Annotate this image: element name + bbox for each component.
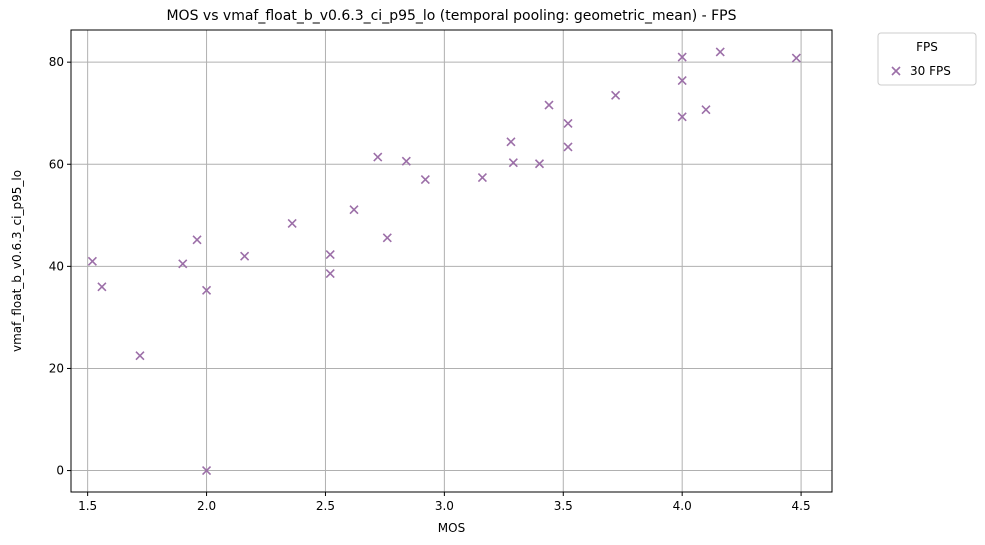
data-point: [420, 175, 430, 185]
data-point: [701, 105, 711, 115]
y-tick-label: 40: [49, 259, 64, 273]
data-point: [373, 152, 383, 162]
data-point: [401, 156, 411, 166]
data-point: [135, 351, 145, 361]
x-tick-label: 3.5: [554, 499, 573, 513]
legend-title: FPS: [916, 40, 938, 54]
data-point: [325, 250, 335, 260]
legend-box: [877, 32, 977, 86]
data-point: [508, 158, 518, 168]
data-point: [97, 282, 107, 292]
x-tick-label: 1.5: [78, 499, 97, 513]
grid: [71, 30, 832, 492]
data-point: [715, 47, 725, 57]
data-point: [240, 251, 250, 261]
data-point: [563, 142, 573, 152]
y-tick-label: 0: [56, 464, 64, 478]
data-point: [349, 205, 359, 215]
data-point: [534, 159, 545, 169]
y-axis-label: vmaf_float_b_v0.6.3_ci_p95_lo: [10, 170, 24, 352]
chart-title: MOS vs vmaf_float_b_v0.6.3_ci_p95_lo (te…: [166, 8, 736, 24]
legend-marker-x: [891, 66, 901, 76]
x-tick-label: 3.0: [435, 499, 454, 513]
x-axis-ticks: 1.5 2.0 2.5 3.0 3.5 4.0 4.5: [78, 492, 811, 513]
data-point: [544, 100, 554, 110]
data-point: [382, 233, 392, 243]
legend-entry-label: 30 FPS: [910, 64, 951, 78]
y-axis-ticks: 0 20 40 60 80: [49, 55, 71, 478]
data-point: [677, 112, 687, 122]
y-tick-label: 20: [49, 361, 64, 375]
y-tick-label: 60: [49, 157, 64, 171]
data-point: [477, 172, 487, 183]
data-point: [201, 465, 212, 476]
x-tick-label: 4.0: [673, 499, 692, 513]
x-axis-label: MOS: [438, 521, 465, 535]
data-point: [791, 53, 801, 63]
data-point: [677, 52, 687, 62]
legend-marker: [891, 66, 901, 76]
data-point: [201, 285, 212, 295]
data-point: [325, 268, 335, 279]
data-point: [677, 75, 687, 86]
data-point: [506, 137, 516, 147]
y-tick-label: 80: [49, 55, 64, 69]
x-tick-label: 2.0: [197, 499, 216, 513]
data-point: [287, 218, 297, 229]
x-tick-label: 4.5: [792, 499, 811, 513]
legend: FPS 30 FPS: [877, 32, 977, 86]
data-point: [563, 118, 573, 128]
data-point: [87, 256, 97, 266]
data-point: [611, 90, 621, 100]
data-point: [192, 235, 202, 245]
plot-frame: [70, 29, 833, 493]
data-points: [87, 47, 801, 476]
data-point: [178, 259, 188, 269]
x-tick-label: 2.5: [316, 499, 335, 513]
